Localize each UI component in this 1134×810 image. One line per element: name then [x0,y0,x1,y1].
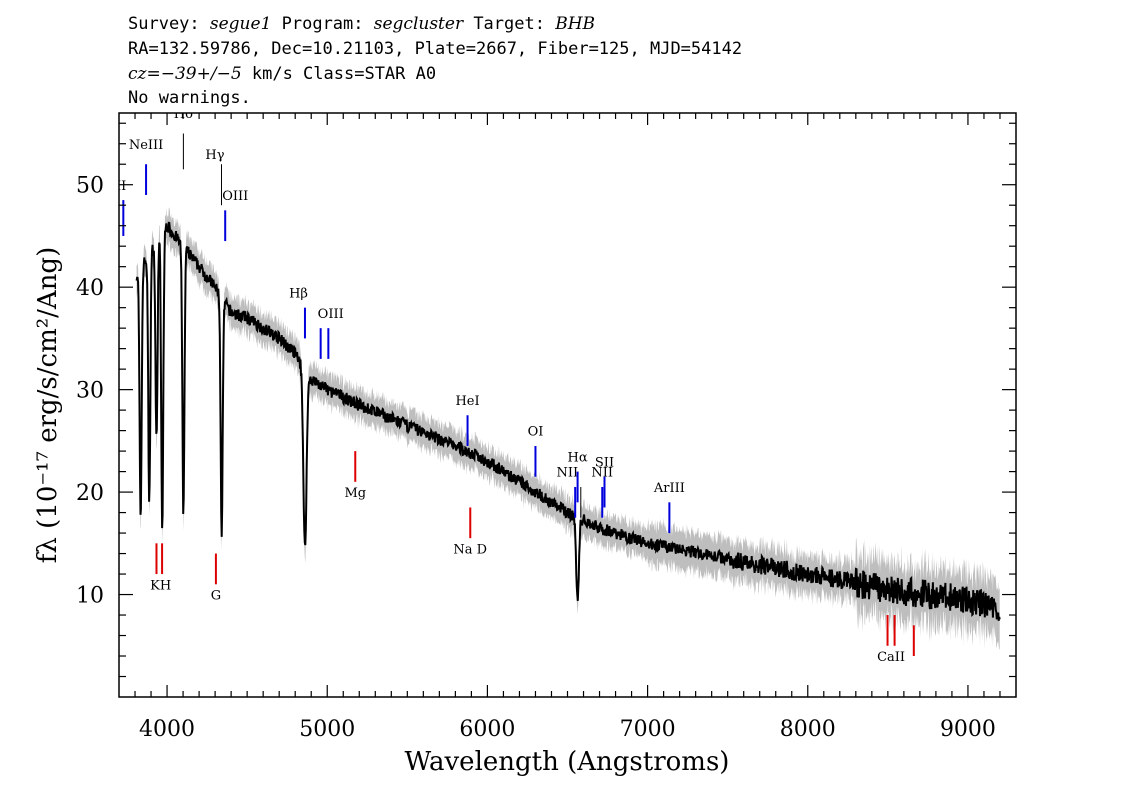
line-marker-label: Na D [453,543,487,558]
target-value: BHB [554,14,595,34]
x-tick-label: 7000 [620,717,676,742]
y-tick-label: 20 [76,481,104,506]
survey-label: Survey: [128,14,210,34]
target-label: Target: [463,14,555,34]
x-tick-label: 5000 [299,717,355,742]
line-marker-label: OIII [318,307,344,322]
line-marker-label: Hγ [205,148,224,163]
line-marker-label: G [211,589,221,604]
x-tick-label: 9000 [940,717,996,742]
header-line-2: RA=132.59786, Dec=10.21103, Plate=2667, … [128,39,742,59]
line-marker-label: ArIII [653,481,685,496]
header-line-3: cz=−39+/−5 km/s Class=STAR A0 [128,64,436,84]
line-marker-label: OIII [222,189,248,204]
y-axis: 10 20 30 40 50 [76,122,1016,678]
line-marker-label: NeIII [129,138,163,153]
y-tick-label: 40 [76,276,104,301]
line-marker-label: NII [557,466,579,481]
line-marker-label: NII [591,466,613,481]
x-tick-label: 8000 [780,717,836,742]
class-value: km/s Class=STAR A0 [242,64,436,84]
header-line-1: Survey: segue1 Program: segcluster Targe… [128,14,595,34]
line-marker-label: KH [150,578,171,593]
program-value: segcluster [374,14,464,34]
x-tick-label: 4000 [139,717,195,742]
y-tick-label: 10 [76,584,104,609]
y-axis-label: fλ (10⁻¹⁷ erg/s/cm²/Ang) [33,247,63,563]
header-line-4: No warnings. [128,88,251,108]
y-tick-label: 50 [76,174,104,199]
x-axis-label: Wavelength (Angstroms) [405,747,730,777]
line-marker-label: CaII [877,650,905,665]
x-axis: 4000 5000 6000 7000 8000 9000 [134,113,1001,742]
survey-value: segue1 [210,14,272,34]
line-marker-label: SII [595,455,614,470]
y-tick-label: 30 [76,379,104,404]
line-marker-label: Mg [344,486,366,501]
redshift-value: cz=−39+/−5 [128,64,242,84]
line-marker-label: OII [105,179,126,194]
line-marker-label: OI [528,425,544,440]
spectrum-line [135,221,1001,621]
line-marker-label: Hβ [289,286,308,301]
program-label: Program: [271,14,373,34]
line-marker-label: HeI [455,394,479,409]
line-marker-label: Hα [568,450,588,465]
x-tick-label: 6000 [459,717,515,742]
